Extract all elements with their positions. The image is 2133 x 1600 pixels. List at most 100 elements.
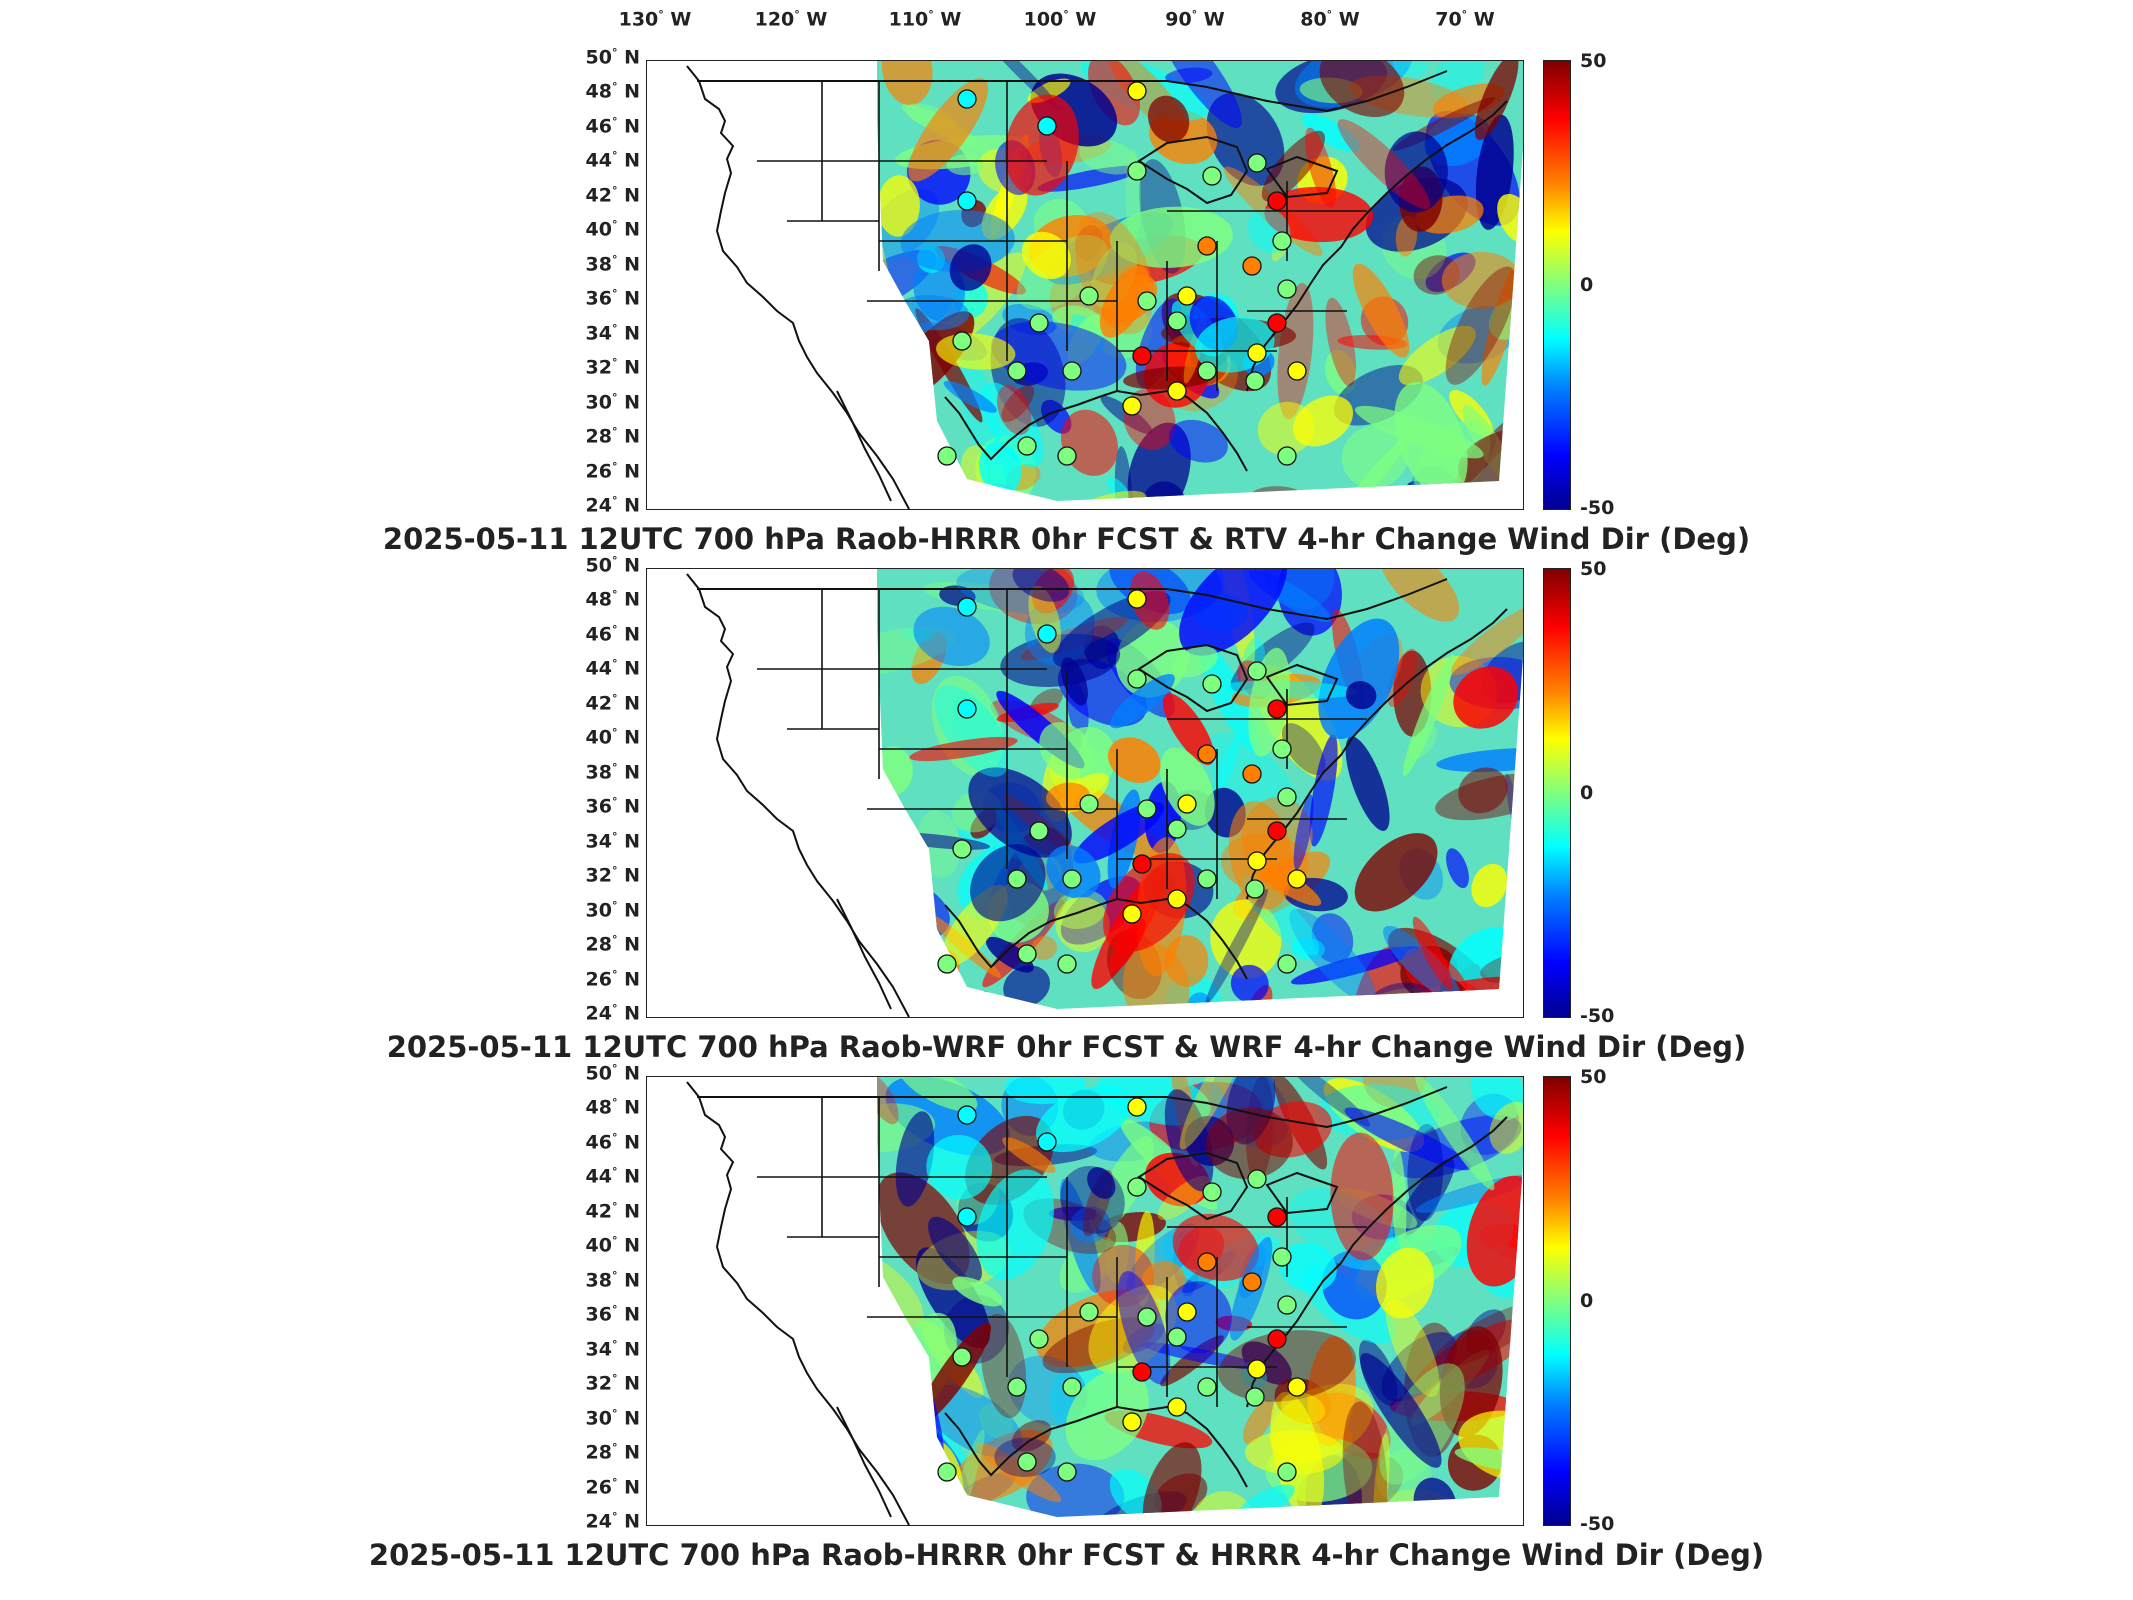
raob-station-marker — [1167, 1327, 1187, 1347]
longitude-label: 110° W — [888, 8, 962, 31]
raob-station-marker — [957, 597, 977, 617]
latitude-label: 28° N — [585, 425, 640, 448]
raob-station-marker — [1029, 821, 1049, 841]
latitude-label: 44° N — [585, 1165, 640, 1188]
raob-station-marker — [1245, 371, 1265, 391]
longitude-label: 100° W — [1023, 8, 1097, 31]
raob-station-marker — [1079, 1302, 1099, 1322]
latitude-label: 30° N — [585, 1406, 640, 1429]
latitude-label: 24° N — [585, 1002, 640, 1025]
map-panel-raob-wrf: 50° N 48° N 46° N 44° N 42° N 40° N 38° N 36° N… — [0, 508, 2133, 1068]
raob-station-marker — [1267, 699, 1287, 719]
raob-station-marker — [1197, 361, 1217, 381]
latitude-label: 34° N — [585, 829, 640, 853]
raob-station-marker — [1127, 1177, 1147, 1197]
latitude-label: 46° N — [585, 622, 640, 646]
raob-station-marker — [1167, 1397, 1187, 1417]
raob-station-marker — [1177, 794, 1197, 814]
latitude-label: 28° N — [585, 1441, 640, 1464]
raob-station-marker — [957, 191, 977, 211]
raob-station-marker — [1007, 361, 1027, 381]
colorbar — [1543, 60, 1571, 510]
raob-station-marker — [957, 1105, 977, 1125]
longitude-label: 70° W — [1435, 8, 1495, 31]
latitude-label: 44° N — [585, 149, 640, 172]
colorbar-min-label: -50 — [1580, 1513, 1615, 1535]
raob-station-marker — [1247, 343, 1267, 363]
latitude-label: 36° N — [585, 287, 640, 310]
colorbar-max-label: 50 — [1580, 558, 1607, 580]
latitude-label: 46° N — [585, 114, 640, 138]
latitude-label: 24° N — [585, 494, 640, 517]
raob-station-marker — [1247, 1359, 1267, 1379]
wind-field — [877, 61, 1523, 501]
raob-station-marker — [937, 954, 957, 974]
raob-station-marker — [1267, 191, 1287, 211]
map-canvas — [686, 1077, 1523, 1525]
latitude-label: 26° N — [585, 459, 640, 482]
latitude-label: 40° N — [585, 1234, 640, 1257]
latitude-label: 38° N — [585, 760, 640, 784]
raob-station-marker — [952, 331, 972, 351]
raob-station-marker — [1062, 361, 1082, 381]
raob-station-marker — [1242, 764, 1262, 784]
latitude-label: 24° N — [585, 1510, 640, 1533]
panel-title: 2025-05-11 12UTC 700 hPa Raob-HRRR 0hr F… — [382, 522, 1751, 556]
colorbar-max-label: 50 — [1580, 50, 1607, 72]
raob-station-marker — [1167, 311, 1187, 331]
raob-station-marker — [1007, 1377, 1027, 1397]
longitude-label: 130° W — [618, 8, 692, 31]
latitude-label: 42° N — [585, 1199, 640, 1223]
latitude-label: 40° N — [585, 218, 640, 241]
latitude-label: 34° N — [585, 1337, 640, 1361]
raob-station-marker — [1272, 1247, 1292, 1267]
latitude-label: 32° N — [585, 356, 640, 379]
raob-station-marker — [1079, 286, 1099, 306]
latitude-label: 34° N — [585, 321, 640, 345]
raob-station-marker — [1017, 944, 1037, 964]
latitude-label: 26° N — [585, 967, 640, 990]
raob-station-marker — [1122, 1412, 1142, 1432]
raob-station-marker — [1137, 799, 1157, 819]
raob-station-marker — [1277, 787, 1297, 807]
raob-station-marker — [1167, 819, 1187, 839]
longitude-label: 90° W — [1165, 8, 1225, 31]
longitude-label: 80° W — [1300, 8, 1360, 31]
raob-station-marker — [1245, 1387, 1265, 1407]
raob-station-marker — [1167, 889, 1187, 909]
panel-title: 2025-05-11 12UTC 700 hPa Raob-WRF 0hr FC… — [386, 1030, 1747, 1064]
raob-station-marker — [1029, 1329, 1049, 1349]
raob-station-marker — [1277, 279, 1297, 299]
raob-station-marker — [1267, 313, 1287, 333]
latitude-label: 36° N — [585, 795, 640, 818]
raob-station-marker — [1029, 313, 1049, 333]
raob-station-marker — [1242, 256, 1262, 276]
raob-station-marker — [1202, 674, 1222, 694]
colorbar-mid-label: 0 — [1580, 782, 1594, 804]
latitude-label: 32° N — [585, 1372, 640, 1395]
raob-station-marker — [1177, 286, 1197, 306]
raob-station-marker — [1057, 446, 1077, 466]
raob-station-marker — [1247, 851, 1267, 871]
raob-station-marker — [1277, 954, 1297, 974]
colorbar-min-label: -50 — [1580, 1005, 1615, 1027]
latitude-label: 48° N — [585, 80, 640, 103]
coastlines-and-borders — [686, 65, 1508, 509]
raob-station-marker — [1057, 1462, 1077, 1482]
colorbar-min-label: -50 — [1580, 497, 1615, 519]
colorbar-mid-label: 0 — [1580, 274, 1594, 296]
raob-station-markers — [937, 589, 1307, 974]
latitude-label: 28° N — [585, 933, 640, 956]
latitude-label: 48° N — [585, 1096, 640, 1119]
latitude-label: 48° N — [585, 588, 640, 611]
raob-station-marker — [1017, 1452, 1037, 1472]
raob-station-marker — [1127, 81, 1147, 101]
latitude-label: 50° N — [585, 554, 640, 577]
raob-station-marker — [1287, 361, 1307, 381]
raob-station-markers — [937, 81, 1307, 466]
raob-station-marker — [1137, 1307, 1157, 1327]
raob-station-marker — [1127, 669, 1147, 689]
latitude-label: 32° N — [585, 864, 640, 887]
latitude-label: 26° N — [585, 1475, 640, 1498]
raob-station-marker — [1062, 869, 1082, 889]
